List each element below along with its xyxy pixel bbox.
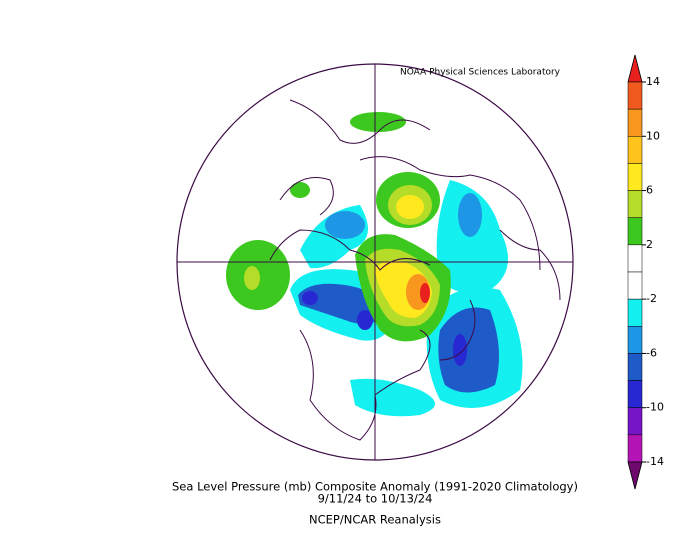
coastline: [269, 99, 561, 441]
anomaly-area: [453, 334, 467, 366]
colorbar-label: 10: [646, 129, 660, 142]
anomaly-area: [357, 310, 373, 330]
anomaly-area: [420, 283, 430, 303]
colorbar-band: [627, 163, 643, 191]
anomaly-area: [396, 195, 424, 219]
colorbar-band: [627, 190, 643, 218]
anomaly-area: [350, 378, 435, 417]
colorbar-band: [627, 353, 643, 381]
colorbar-label: -10: [646, 401, 664, 414]
colorbar-end: [627, 54, 643, 83]
colorbar-band: [627, 326, 643, 354]
colorbar-band: [627, 108, 643, 137]
colorbar-band: [627, 244, 643, 273]
colorbar-band: [627, 217, 643, 246]
colorbar-label: 2: [646, 238, 653, 251]
colorbar-band: [627, 81, 643, 110]
caption-dates: 9/11/24 to 10/13/24: [318, 492, 433, 506]
anomaly-area: [436, 180, 508, 294]
colorbar: 14 10 6 2 -2 -6 -10 -14: [627, 54, 664, 490]
anomaly-area: [350, 112, 406, 132]
credit: NOAA Physical Sciences Laboratory: [400, 68, 561, 78]
anomaly-area: [302, 291, 318, 305]
colorbar-band: [627, 380, 643, 408]
colorbar-band: [627, 407, 643, 436]
caption-title: Sea Level Pressure (mb) Composite Anomal…: [172, 480, 578, 494]
caption-source: NCEP/NCAR Reanalysis: [309, 513, 441, 527]
colorbar-label: -6: [646, 346, 657, 359]
anomaly-area: [244, 266, 260, 290]
anomaly-area: [458, 193, 482, 237]
colorbar-band: [627, 298, 643, 327]
colorbar-band: [627, 434, 643, 463]
colorbar-end: [627, 461, 643, 490]
anomaly-area: [438, 307, 499, 393]
colorbar-label: 14: [646, 75, 660, 88]
colorbar-band: [627, 271, 643, 300]
colorbar-label: 6: [646, 184, 653, 197]
map: [226, 99, 561, 441]
anomaly-area: [290, 182, 310, 198]
colorbar-label: -2: [646, 292, 657, 305]
anomaly-area: [325, 211, 365, 239]
colorbar-label: -14: [646, 455, 664, 468]
colorbar-band: [627, 136, 643, 164]
